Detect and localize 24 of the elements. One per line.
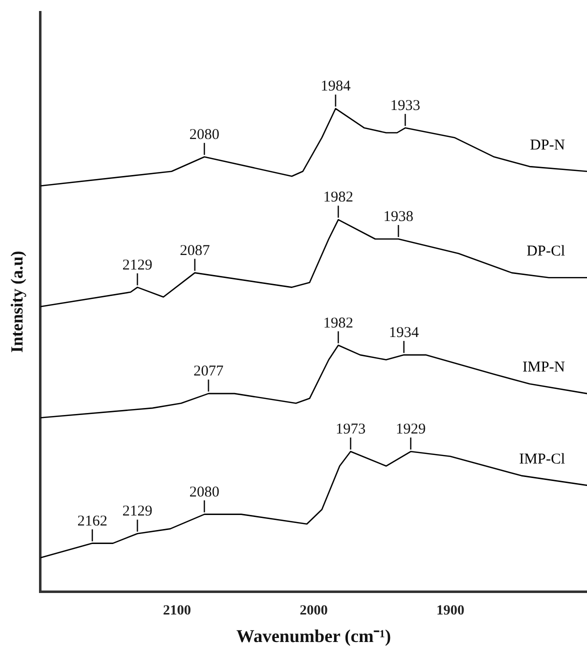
series-label: IMP-Cl [519, 451, 565, 468]
annotation: 1933 [390, 98, 420, 114]
annotation: 1938 [383, 209, 414, 226]
annotation: 1982 [323, 190, 354, 206]
annotation: 1973 [336, 422, 366, 438]
annotation: 2129 [122, 257, 152, 274]
series-label: IMP-N [522, 360, 566, 376]
annotation: 2162 [77, 513, 108, 530]
x-axis-title: Wavenumber (cm⁻¹) [236, 626, 391, 646]
annotation: 1934 [388, 324, 420, 341]
series-label: DP-N [530, 137, 566, 154]
annotation: 2080 [189, 126, 220, 143]
annotation: 1984 [320, 78, 352, 95]
x-tick-label: 1900 [436, 604, 464, 619]
y-axis-title: Intensity (a.u) [8, 250, 27, 353]
series-label: DP-Cl [526, 244, 565, 260]
annotation: 2077 [193, 364, 224, 380]
annotation: 2080 [189, 484, 220, 500]
x-tick-label: 2100 [163, 604, 192, 619]
x-tick-label: 2000 [300, 604, 328, 619]
annotation: 2087 [180, 242, 210, 259]
annotation: 1929 [396, 422, 426, 438]
annotation: 2129 [122, 504, 152, 520]
annotation: 1982 [323, 315, 354, 332]
